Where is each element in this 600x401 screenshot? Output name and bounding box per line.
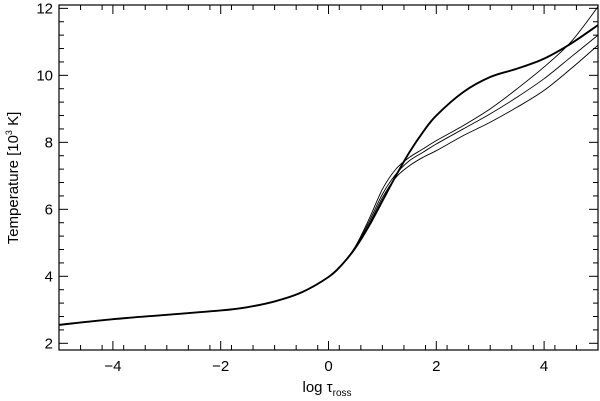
- y-tick-label: 4: [45, 268, 53, 285]
- y-tick-label: 8: [45, 134, 53, 151]
- series-line-4: [58, 44, 599, 326]
- y-tick-label: 10: [36, 67, 53, 84]
- y-axis-label-post: K]: [5, 112, 22, 130]
- x-tick-label: −4: [104, 358, 121, 375]
- tick-labels: −4 −2 0 2 4 2 4 6 8 10 12: [36, 0, 548, 375]
- y-axis-label: Temperature [103 K]: [4, 112, 22, 245]
- x-tick-label: 0: [324, 358, 332, 375]
- x-tick-label: 4: [540, 358, 548, 375]
- y-axis-label-superscript: 3: [4, 130, 14, 135]
- y-axis-label-pre: Temperature [10: [5, 135, 22, 244]
- plot-frame: [58, 4, 599, 351]
- series-line-1: [58, 24, 599, 326]
- series-group: [58, 6, 599, 326]
- series-line-3: [58, 34, 599, 326]
- axis-ticks: [58, 5, 599, 350]
- y-tick-label: 6: [45, 201, 53, 218]
- x-tick-label: 2: [432, 358, 440, 375]
- y-tick-label: 12: [36, 0, 53, 17]
- x-tick-label: −2: [212, 358, 229, 375]
- x-axis-label-subscript: ross: [333, 388, 352, 399]
- x-axis-label-main: log τ: [302, 379, 332, 396]
- x-axis-label: log τross: [302, 379, 351, 399]
- y-tick-label: 2: [45, 335, 53, 352]
